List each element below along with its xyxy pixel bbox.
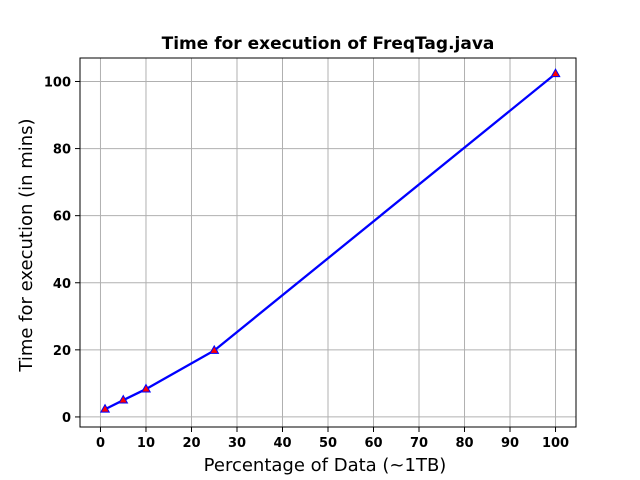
x-tick-label: 100	[542, 436, 569, 451]
x-tick-label: 50	[319, 436, 337, 451]
series-line	[104, 72, 557, 411]
x-tick-label: 70	[410, 436, 428, 451]
x-tick-label: 40	[273, 436, 291, 451]
data-series	[99, 68, 561, 413]
data-point-marker	[140, 383, 152, 393]
x-axis-ticks: 0 10 20 30 40 50 60 70 80 90 100	[96, 427, 569, 451]
data-point-marker	[209, 344, 220, 354]
x-tick-label: 10	[137, 436, 155, 451]
y-tick-label: 80	[53, 143, 71, 158]
chart-title: Time for execution of FreqTag.java	[162, 34, 495, 54]
y-tick-label: 60	[53, 210, 71, 225]
y-tick-label: 100	[44, 75, 71, 90]
y-axis-ticks: 0 20 40 60 80 100	[44, 75, 80, 426]
y-tick-label: 40	[53, 277, 71, 292]
y-tick-label: 20	[53, 344, 71, 359]
grid	[80, 58, 576, 427]
data-point-marker	[550, 68, 561, 78]
x-tick-label: 80	[455, 436, 473, 451]
data-point-marker	[99, 403, 111, 413]
y-axis-label: Time for execution (in mins)	[16, 118, 37, 372]
x-axis-label: Percentage of Data (~1TB)	[204, 455, 447, 476]
x-tick-label: 0	[96, 436, 105, 451]
y-tick-label: 0	[62, 411, 71, 426]
x-tick-label: 30	[228, 436, 246, 451]
x-tick-label: 60	[364, 436, 382, 451]
x-tick-label: 20	[182, 436, 200, 451]
data-point-marker	[118, 394, 129, 404]
x-tick-label: 90	[501, 436, 519, 451]
